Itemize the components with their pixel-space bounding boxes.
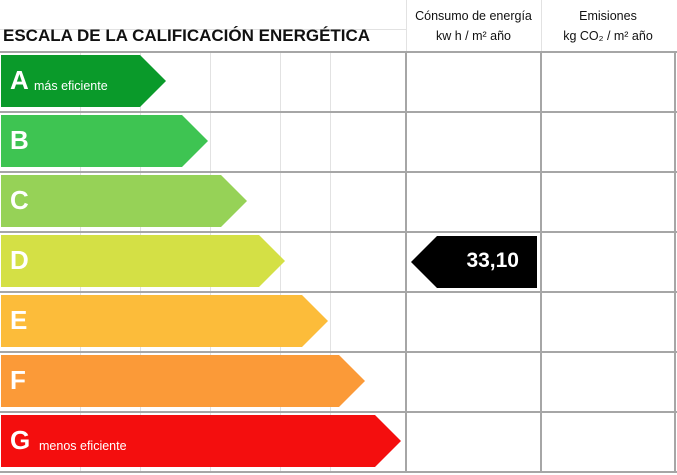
emissions-header-line1: Emisiones — [579, 9, 637, 23]
rating-band-d: D — [1, 235, 285, 287]
rating-sublabel: más eficiente — [34, 79, 108, 93]
rating-letter: B — [10, 125, 29, 155]
rating-letter: D — [10, 245, 29, 275]
rating-band-c: C — [1, 175, 247, 227]
consumption-rating-pointer: 33,10 — [411, 236, 537, 288]
rating-letter: A — [10, 65, 29, 95]
consumption-column-header: Cónsumo de energía kw h / m² año — [406, 6, 541, 46]
rating-sublabel: menos eficiente — [39, 439, 127, 453]
consumption-header-line1: Cónsumo de energía — [415, 9, 532, 23]
rating-letter: G — [10, 425, 31, 455]
rating-band-a: A más eficiente — [1, 55, 166, 107]
consumption-value: 33,10 — [466, 249, 519, 272]
consumption-header-line2: kw h / m² año — [435, 29, 512, 43]
rating-letter: E — [10, 305, 28, 335]
rating-band-f: F — [1, 355, 365, 407]
emissions-header-line2: kg CO₂ / m² año — [563, 29, 653, 43]
rating-band-e: E — [1, 295, 328, 347]
rating-letter: C — [10, 185, 29, 215]
rating-band-b: B — [1, 115, 208, 167]
scale-title: ESCALA DE LA CALIFICACIÓN ENERGÉTICA — [3, 26, 371, 45]
emissions-column-header: Emisiones kg CO₂ / m² año — [541, 6, 675, 46]
rating-letter: F — [10, 365, 26, 395]
rating-band-g: G menos eficiente — [1, 415, 401, 467]
